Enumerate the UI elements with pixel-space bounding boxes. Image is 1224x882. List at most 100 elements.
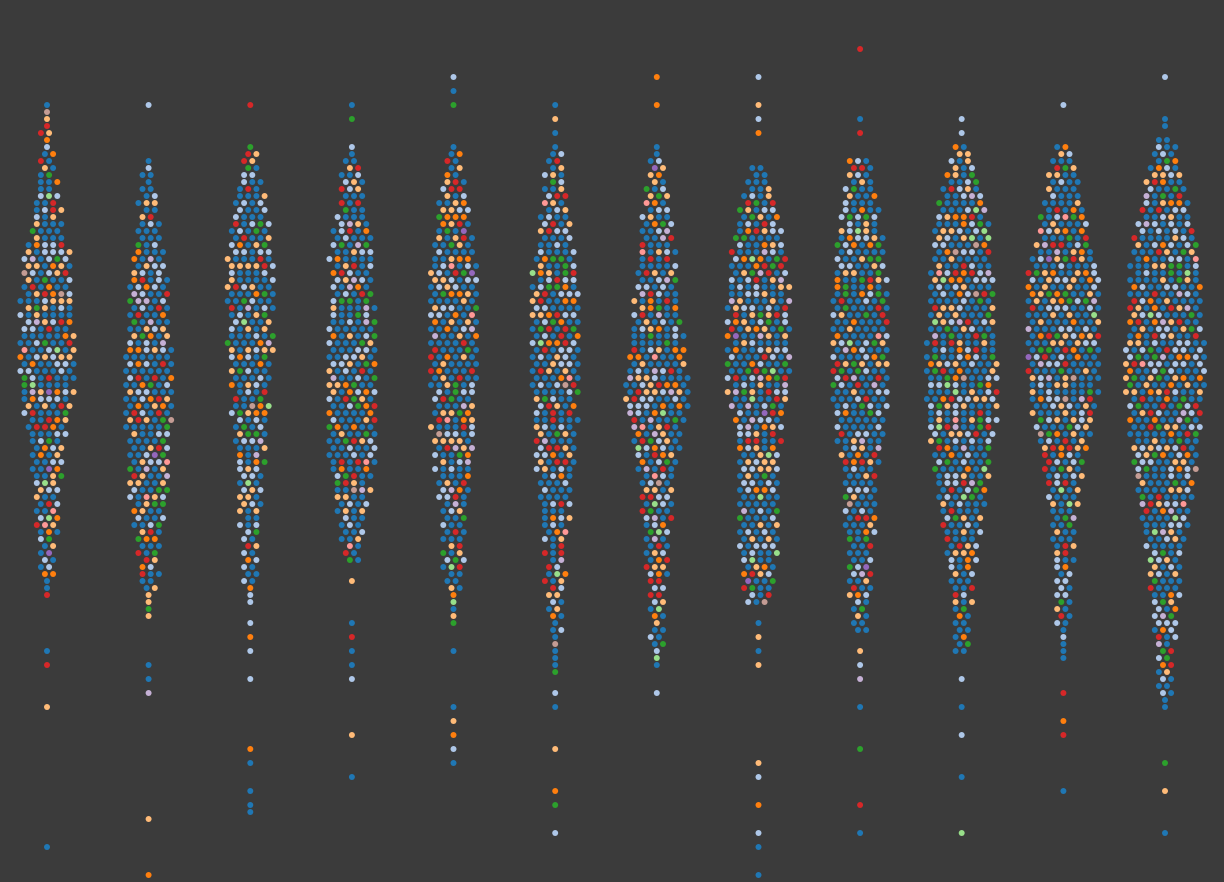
- swarm-point: [1155, 641, 1162, 647]
- swarm-point: [247, 802, 254, 808]
- swarm-point: [859, 291, 866, 297]
- swarm-point: [857, 676, 864, 682]
- swarm-point: [964, 333, 971, 339]
- swarm-point: [160, 515, 166, 521]
- swarm-point: [981, 228, 988, 234]
- swarm-point: [253, 480, 260, 486]
- swarm-point: [29, 347, 36, 353]
- swarm-point: [653, 102, 660, 108]
- swarm-point: [1160, 354, 1166, 360]
- swarm-point: [131, 508, 138, 514]
- swarm-point: [257, 473, 264, 479]
- swarm-point: [859, 459, 866, 465]
- swarm-point: [655, 326, 662, 332]
- swarm-point: [958, 774, 965, 780]
- swarm-point: [1160, 452, 1166, 458]
- swarm-point: [460, 200, 467, 206]
- swarm-point: [326, 354, 333, 360]
- swarm-point: [1192, 382, 1199, 388]
- swarm-point: [643, 410, 650, 416]
- swarm-point: [1074, 487, 1081, 493]
- swarm-point: [964, 319, 971, 325]
- swarm-point: [643, 473, 650, 479]
- swarm-point: [1074, 312, 1081, 318]
- swarm-point: [875, 207, 882, 213]
- swarm-point: [237, 270, 243, 276]
- swarm-point: [977, 193, 984, 199]
- swarm-point: [452, 501, 459, 507]
- swarm-point: [1082, 340, 1089, 346]
- swarm-point: [562, 480, 569, 486]
- swarm-point: [639, 242, 646, 248]
- swarm-point: [257, 487, 264, 493]
- swarm-point: [948, 543, 955, 549]
- swarm-point: [1091, 298, 1098, 304]
- swarm-point: [342, 529, 349, 535]
- swarm-point: [1184, 368, 1191, 374]
- swarm-point: [249, 578, 256, 584]
- swarm-point: [1176, 578, 1183, 584]
- swarm-point: [41, 319, 48, 325]
- swarm-point: [460, 480, 467, 486]
- swarm-point: [651, 284, 658, 290]
- swarm-point: [1180, 298, 1187, 304]
- swarm-point: [54, 431, 61, 437]
- swarm-point: [41, 403, 48, 409]
- swarm-point: [1054, 249, 1061, 255]
- swarm-point: [863, 599, 870, 605]
- swarm-point: [977, 529, 984, 535]
- swarm-point: [570, 340, 577, 346]
- swarm-point: [956, 487, 963, 493]
- swarm-point: [1155, 585, 1162, 591]
- swarm-point: [249, 473, 256, 479]
- swarm-point: [732, 256, 739, 262]
- swarm-point: [127, 438, 134, 444]
- swarm-point: [444, 354, 451, 360]
- swarm-point: [334, 263, 341, 269]
- swarm-point: [1168, 333, 1175, 339]
- swarm-point: [1164, 207, 1170, 213]
- swarm-point: [745, 403, 752, 409]
- swarm-point: [863, 298, 870, 304]
- swarm-point: [859, 256, 866, 262]
- swarm-point: [871, 487, 878, 493]
- swarm-point: [668, 375, 675, 381]
- swarm-point: [1180, 424, 1187, 430]
- swarm-point: [574, 319, 581, 325]
- swarm-point: [135, 242, 142, 248]
- swarm-point: [1172, 298, 1179, 304]
- swarm-point: [70, 361, 77, 367]
- swarm-point: [448, 291, 455, 297]
- swarm-point: [1062, 564, 1069, 570]
- swarm-point: [338, 522, 345, 528]
- swarm-point: [1164, 361, 1170, 367]
- swarm-point: [1160, 277, 1166, 283]
- swarm-point: [757, 256, 764, 262]
- swarm-point: [627, 403, 634, 409]
- swarm-point: [728, 403, 735, 409]
- swarm-point: [859, 571, 866, 577]
- swarm-point: [655, 417, 662, 423]
- swarm-point: [842, 305, 849, 311]
- swarm-point: [724, 305, 731, 311]
- swarm-point: [1196, 312, 1203, 318]
- swarm-point: [265, 256, 272, 262]
- swarm-point: [859, 389, 866, 395]
- swarm-point: [1050, 501, 1057, 507]
- swarm-point: [1143, 522, 1150, 528]
- swarm-point: [232, 424, 239, 430]
- swarm-point: [863, 382, 870, 388]
- swarm-point: [537, 494, 544, 500]
- swarm-point: [867, 494, 874, 500]
- swarm-point: [1176, 291, 1183, 297]
- swarm-point: [1078, 361, 1085, 367]
- swarm-point: [1172, 326, 1179, 332]
- swarm-point: [1168, 529, 1175, 535]
- swarm-point: [346, 221, 353, 227]
- swarm-point: [566, 221, 573, 227]
- swarm-point: [948, 186, 955, 192]
- swarm-point: [155, 256, 162, 262]
- swarm-point: [550, 256, 557, 262]
- swarm-point: [127, 417, 134, 423]
- swarm-point: [1082, 270, 1089, 276]
